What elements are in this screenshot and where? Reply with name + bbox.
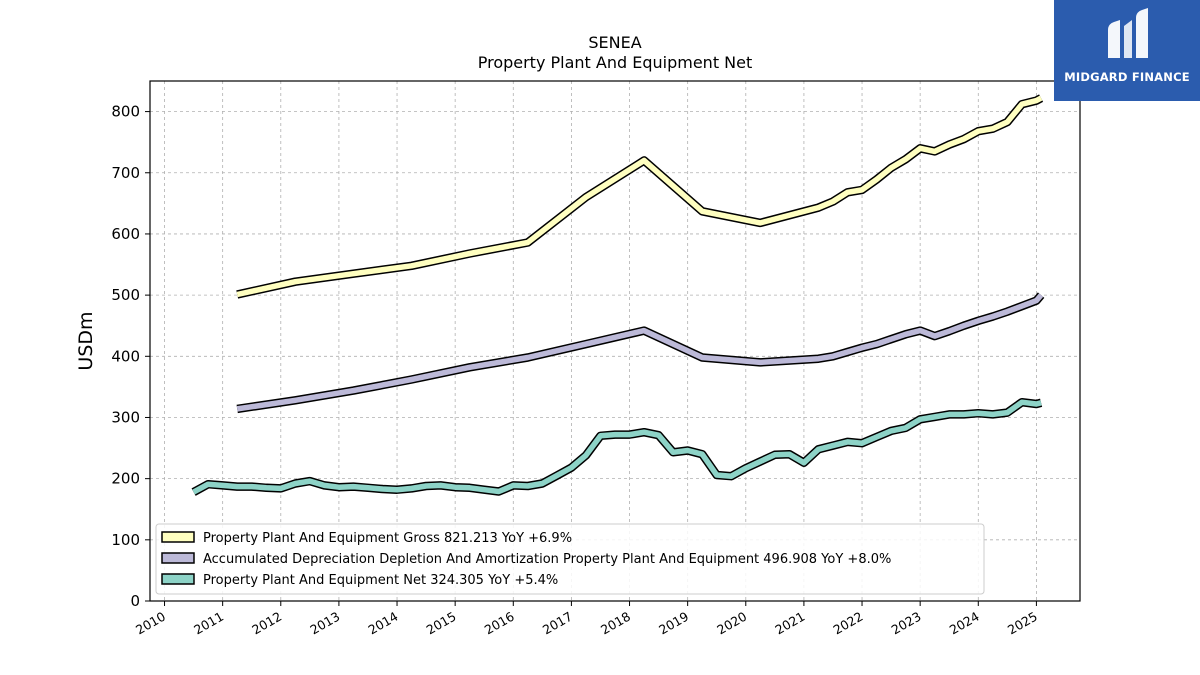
x-axis: 2010 2011 2012 2013 2014 2015 2016 2017 2018 2019… <box>133 601 1040 638</box>
y-tick-label: 0 <box>130 592 140 610</box>
x-tick-label: 2025 <box>1005 609 1040 638</box>
legend-swatch <box>161 531 195 543</box>
y-tick-label: 300 <box>111 408 140 426</box>
x-tick-label: 2017 <box>540 609 575 638</box>
chart-subtitle: Property Plant And Equipment Net <box>478 53 753 72</box>
legend-swatch <box>161 552 195 564</box>
plot-frame <box>149 80 1081 602</box>
series-line <box>236 293 1044 412</box>
legend-swatch <box>161 573 195 585</box>
x-tick-label: 2016 <box>482 609 517 638</box>
x-tick-label: 2014 <box>365 609 400 638</box>
x-tick-label: 2011 <box>191 609 226 638</box>
y-tick-label: 400 <box>111 347 140 365</box>
brand-logo: MIDGARD FINANCE <box>1054 0 1200 101</box>
brand-mark-icon <box>1108 8 1148 58</box>
y-tick-label: 600 <box>111 225 140 243</box>
legend-entry: Accumulated Depreciation Depletion And A… <box>203 552 891 567</box>
x-tick-label: 2013 <box>307 609 342 638</box>
x-tick-label: 2019 <box>656 609 691 638</box>
x-tick-label: 2021 <box>772 609 807 638</box>
x-tick-label: 2020 <box>714 609 749 638</box>
x-tick-label: 2010 <box>133 609 168 638</box>
y-tick-label: 800 <box>111 103 140 121</box>
grid <box>150 81 1080 602</box>
x-tick-label: 2012 <box>249 609 284 638</box>
y-tick-label: 500 <box>111 286 140 304</box>
legend-box <box>155 523 985 595</box>
legend-entry: Property Plant And Equipment Gross 821.2… <box>203 531 572 546</box>
x-tick-label: 2024 <box>947 609 982 638</box>
legend-entry: Property Plant And Equipment Net 324.305… <box>203 573 558 588</box>
x-tick-label: 2023 <box>889 609 924 638</box>
x-tick-label: 2022 <box>830 609 865 638</box>
y-tick-label: 200 <box>111 470 140 488</box>
y-axis: 0 100 200 300 400 500 600 700 800 <box>111 103 150 610</box>
x-tick-label: 2015 <box>424 609 459 638</box>
chart-title: SENEA <box>588 33 641 52</box>
plot-lines <box>191 94 1045 496</box>
y-tick-label: 700 <box>111 164 140 182</box>
y-tick-label: 100 <box>111 531 140 549</box>
legend: Property Plant And Equipment Gross 821.2… <box>155 523 985 595</box>
series-line <box>236 95 1043 298</box>
y-axis-label: USDm <box>75 311 97 370</box>
brand-name: MIDGARD FINANCE <box>1064 70 1190 84</box>
series-line <box>192 399 1042 495</box>
x-tick-label: 2018 <box>598 609 633 638</box>
